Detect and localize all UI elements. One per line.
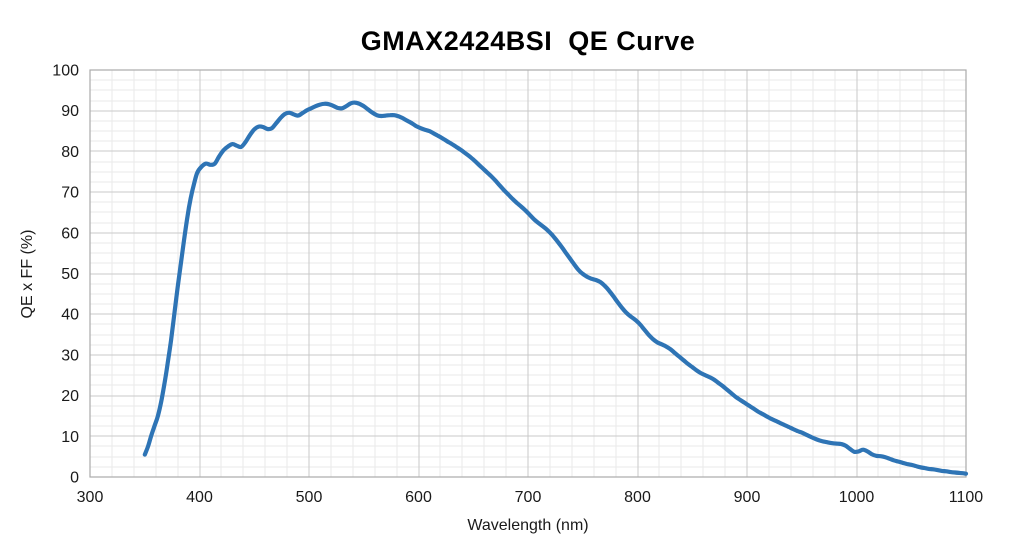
x-tick-label: 600 <box>405 489 432 506</box>
x-tick-label: 1100 <box>949 489 984 506</box>
plot-border <box>89 69 967 478</box>
x-tick-label: 700 <box>515 489 542 506</box>
y-tick-label: 90 <box>61 103 79 120</box>
y-tick-label: 10 <box>61 429 79 446</box>
x-axis-title: Wavelength (nm) <box>467 517 589 534</box>
y-tick-label: 0 <box>70 470 79 487</box>
y-tick-label: 80 <box>61 144 79 161</box>
x-tick-label: 800 <box>624 489 651 506</box>
y-axis-title: QE x FF (%) <box>19 229 36 319</box>
y-tick-label: 30 <box>61 347 79 364</box>
major-gridlines <box>90 70 966 477</box>
y-tick-label: 60 <box>61 225 79 242</box>
x-tick-label: 500 <box>296 489 323 506</box>
chart-title: GMAX2424BSI QE Curve <box>360 26 696 56</box>
x-tick-label: 1000 <box>839 489 875 506</box>
x-tick-labels: 300 400 500 600 700 800 900 1000 1100 <box>77 489 984 506</box>
y-tick-label: 70 <box>61 185 79 202</box>
y-tick-label: 40 <box>61 307 79 324</box>
x-tick-label: 300 <box>77 489 104 506</box>
y-tick-label: 100 <box>52 63 79 80</box>
y-tick-label: 50 <box>61 266 79 283</box>
y-tick-labels: 0 10 20 30 40 50 60 70 80 90 100 <box>52 63 79 487</box>
x-tick-label: 400 <box>186 489 213 506</box>
y-tick-label: 20 <box>61 388 79 405</box>
x-tick-label: 900 <box>734 489 761 506</box>
qe-series-line <box>142 100 969 476</box>
